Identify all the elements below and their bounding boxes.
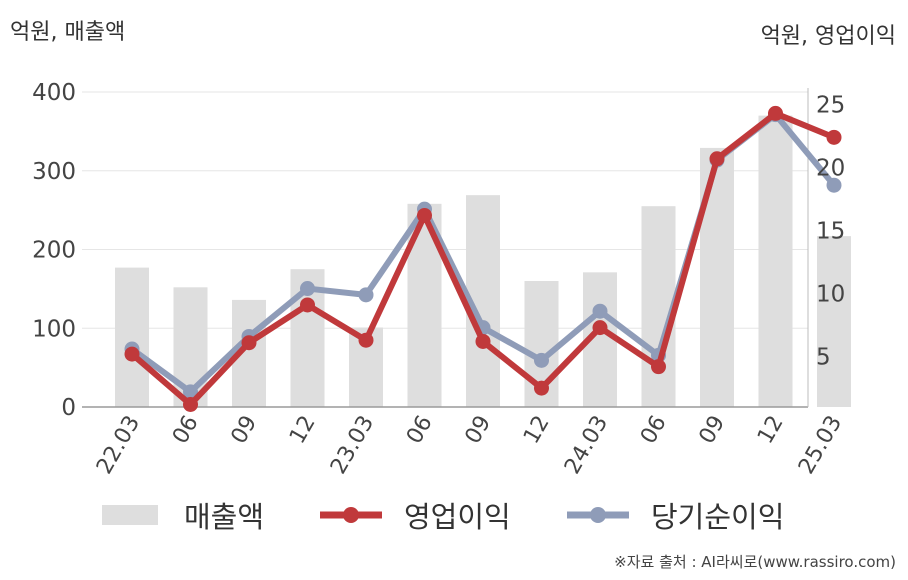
series-point [417,207,432,223]
legend-label-revenue: 매출액 [184,500,265,534]
x-tick-label: 09 [227,412,263,449]
series-point [300,281,315,297]
series-point [709,151,725,167]
revenue-bar [700,147,734,407]
revenue-bar [115,267,149,407]
legend-item-operating-profit: 영업이익 [318,493,511,537]
axes [82,88,809,408]
series-point [358,287,374,303]
x-tick-label: 23.03 [326,412,379,479]
revenue-bar [758,115,793,407]
x-tick-label: 25.03 [794,412,847,479]
grid-lines [82,91,808,329]
right-tick-label: 15 [816,219,845,245]
series-point [592,303,608,319]
legend: 매출액 영업이익 당기순이익 [0,493,908,537]
series-point [300,297,315,313]
right-tick-label: 5 [816,345,831,371]
left-tick-label: 100 [32,316,76,342]
left-tick-label: 400 [32,80,76,106]
series-point [826,177,842,193]
right-tick-label: 10 [816,282,845,308]
right-axis-ticks: 5 10 15 20 25 [816,93,845,371]
x-axis-ticks: 22.03 06 09 12 23.03 06 09 12 24.03 06 09 12 25.03 [92,412,847,479]
left-tick-label: 300 [32,159,76,185]
source-note: ※자료 출처 : AI라씨로(www.rassiro.com) [614,553,896,571]
series-point [475,333,491,349]
x-tick-label: 22.03 [92,412,145,479]
legend-item-net-income: 당기순이익 [565,493,784,537]
series-point [534,352,549,368]
x-tick-label: 12 [285,412,321,449]
legend-label-operating-profit: 영업이익 [404,500,511,534]
x-tick-label: 09 [461,412,497,449]
left-tick-label: 200 [32,238,76,264]
series-point [592,320,608,336]
legend-swatch-net-income [567,507,629,523]
x-tick-label: 12 [519,412,555,449]
right-tick-label: 25 [816,93,845,119]
series-point [241,335,257,351]
left-axis-ticks: 0 100 200 300 400 [32,80,76,421]
legend-swatch-revenue [102,505,158,525]
series-point [534,380,549,396]
right-tick-label: 20 [816,156,845,182]
legend-swatch-operating-profit [320,507,382,523]
series-point [183,396,198,412]
x-tick-label: 09 [695,412,731,449]
series-point [358,332,374,348]
series-point [768,105,783,121]
x-tick-label: 06 [402,412,438,449]
legend-item-revenue: 매출액 [100,493,264,537]
series-point [124,346,140,362]
revenue-bar [817,236,851,407]
revenue-bars [115,115,851,407]
series-point [826,129,842,145]
x-tick-label: 24.03 [560,412,613,479]
x-tick-label: 12 [753,412,789,449]
legend-label-net-income: 당기순이익 [651,500,785,534]
profit-lines [124,105,842,412]
series-point [183,384,198,400]
x-tick-label: 06 [636,412,672,449]
x-tick-label: 06 [168,412,204,449]
left-tick-label: 0 [61,395,76,421]
left-axis-unit: 억원, 매출액 [10,20,126,45]
series-point [651,359,666,375]
right-axis-unit: 억원, 영업이익 [760,24,896,49]
